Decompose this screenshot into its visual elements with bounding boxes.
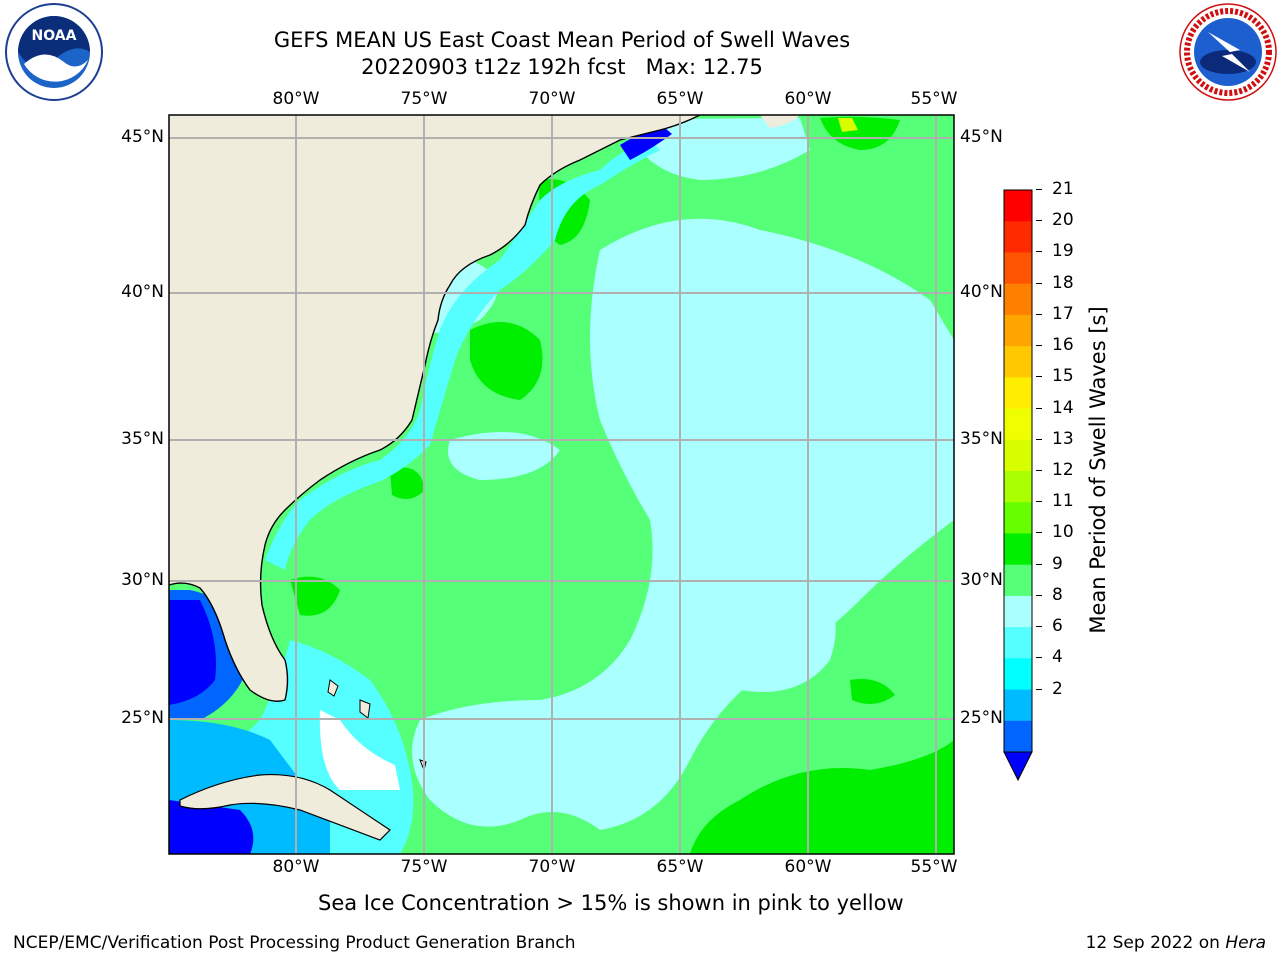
colorbar-tick-label: 21 — [1052, 179, 1074, 199]
chart-title: GEFS MEAN US East Coast Mean Period of S… — [273, 28, 851, 52]
footer-date: 12 Sep 2022 on Hera — [1086, 933, 1266, 953]
noaa-logo: NOAA — [5, 3, 103, 101]
colorbar-segment — [1004, 190, 1032, 222]
colorbar-tick-mark — [1036, 345, 1042, 347]
colorbar-tick-mark — [1036, 532, 1042, 534]
lat-label-left: 25°N — [121, 708, 164, 728]
colorbar-tick-label: 17 — [1052, 303, 1074, 324]
colorbar-segment — [1004, 283, 1032, 316]
colorbar-tick-label: 11 — [1052, 491, 1074, 512]
lon-label-top: 75°W — [400, 89, 448, 109]
colorbar-label: Mean Period of Swell Waves [s] — [1086, 306, 1110, 634]
colorbar — [1003, 189, 1033, 782]
noaa-logo-text: NOAA — [32, 28, 77, 44]
colorbar-segment — [1004, 252, 1032, 285]
colorbar-segment — [1004, 720, 1032, 753]
colorbar-tick-mark — [1036, 438, 1042, 440]
lon-label-bottom: 70°W — [528, 857, 576, 877]
colorbar-tick-label: 8 — [1052, 584, 1063, 605]
colorbar-segment — [1004, 346, 1032, 378]
map-frame — [168, 114, 955, 855]
colorbar-tick-label: 18 — [1052, 272, 1074, 293]
colorbar-tick-mark — [1036, 220, 1042, 222]
lon-label-top: 65°W — [656, 89, 704, 109]
colorbar-tick-mark — [1036, 563, 1042, 565]
graticule — [169, 115, 954, 854]
colorbar-extend — [1003, 751, 1033, 782]
colorbar-tick-label: 15 — [1052, 366, 1074, 387]
colorbar-tick-label: 9 — [1052, 553, 1063, 574]
colorbar-segment — [1004, 533, 1032, 566]
lat-label-right: 30°N — [960, 570, 1003, 590]
footer-credit: NCEP/EMC/Verification Post Processing Pr… — [13, 933, 576, 953]
colorbar-tick-mark — [1036, 376, 1042, 378]
colorbar-segment — [1004, 595, 1032, 628]
swell-period-field — [169, 115, 954, 854]
colorbar-segment — [1004, 627, 1032, 659]
colorbar-tick-mark — [1036, 501, 1042, 503]
chart-subtitle: 20220903 t12z 192h fcst Max: 12.75 — [361, 55, 763, 79]
colorbar-tick-label: 16 — [1052, 335, 1074, 356]
footer-machine: Hera — [1225, 933, 1266, 953]
colorbar-tick-mark — [1036, 251, 1042, 253]
colorbar-tick-mark — [1036, 594, 1042, 596]
lon-label-bottom: 75°W — [400, 857, 448, 877]
colorbar-tick-mark — [1036, 282, 1042, 284]
colorbar-segment — [1004, 377, 1032, 410]
colorbar-tick-mark — [1036, 657, 1042, 659]
colorbar-tick-label: 19 — [1052, 241, 1074, 262]
colorbar-tick-mark — [1036, 407, 1042, 409]
colorbar-tick-mark — [1036, 626, 1042, 628]
colorbar-tick-mark — [1036, 470, 1042, 471]
lon-label-top: 55°W — [910, 89, 958, 109]
colorbar-segment — [1004, 221, 1032, 253]
colorbar-tick-mark — [1036, 189, 1042, 190]
colorbar-tick-label: 6 — [1052, 616, 1063, 637]
lat-label-left: 35°N — [121, 429, 164, 449]
colorbar-tick-label: 2 — [1052, 678, 1063, 699]
colorbar-tick-label: 20 — [1052, 210, 1074, 231]
lon-label-top: 80°W — [272, 89, 320, 109]
lat-label-right: 40°N — [960, 282, 1003, 302]
lon-label-bottom: 65°W — [656, 857, 704, 877]
lat-label-left: 40°N — [121, 282, 164, 302]
lat-label-left: 30°N — [121, 570, 164, 590]
lon-label-top: 60°W — [784, 89, 832, 109]
lon-label-bottom: 55°W — [910, 857, 958, 877]
colorbar-frame — [1003, 189, 1033, 753]
nws-logo — [1179, 3, 1277, 101]
colorbar-tick-label: 12 — [1052, 460, 1074, 480]
colorbar-segment — [1004, 564, 1032, 597]
lon-label-bottom: 60°W — [784, 857, 832, 877]
lat-label-right: 25°N — [960, 708, 1003, 728]
lat-label-right: 45°N — [960, 127, 1003, 147]
colorbar-tick-mark — [1036, 313, 1042, 315]
colorbar-segment — [1004, 314, 1032, 347]
lon-label-bottom: 80°W — [272, 857, 320, 877]
footer-date-text: 12 Sep 2022 on — [1085, 933, 1226, 953]
colorbar-tick-label: 4 — [1052, 647, 1063, 668]
colorbar-tick-label: 10 — [1052, 522, 1074, 543]
colorbar-segment — [1004, 689, 1032, 722]
colorbar-tick-label: 14 — [1052, 397, 1074, 418]
lat-label-right: 35°N — [960, 429, 1003, 449]
colorbar-segment — [1004, 658, 1032, 691]
colorbar-segment — [1004, 471, 1032, 503]
sea-ice-note: Sea Ice Concentration > 15% is shown in … — [318, 891, 904, 915]
colorbar-segment — [1004, 439, 1032, 472]
colorbar-segment — [1004, 408, 1032, 441]
colorbar-segment — [1004, 502, 1032, 534]
colorbar-tick-mark — [1036, 688, 1042, 690]
colorbar-tick-label: 13 — [1052, 428, 1074, 449]
lat-label-left: 45°N — [121, 127, 164, 147]
lon-label-top: 70°W — [528, 89, 576, 109]
